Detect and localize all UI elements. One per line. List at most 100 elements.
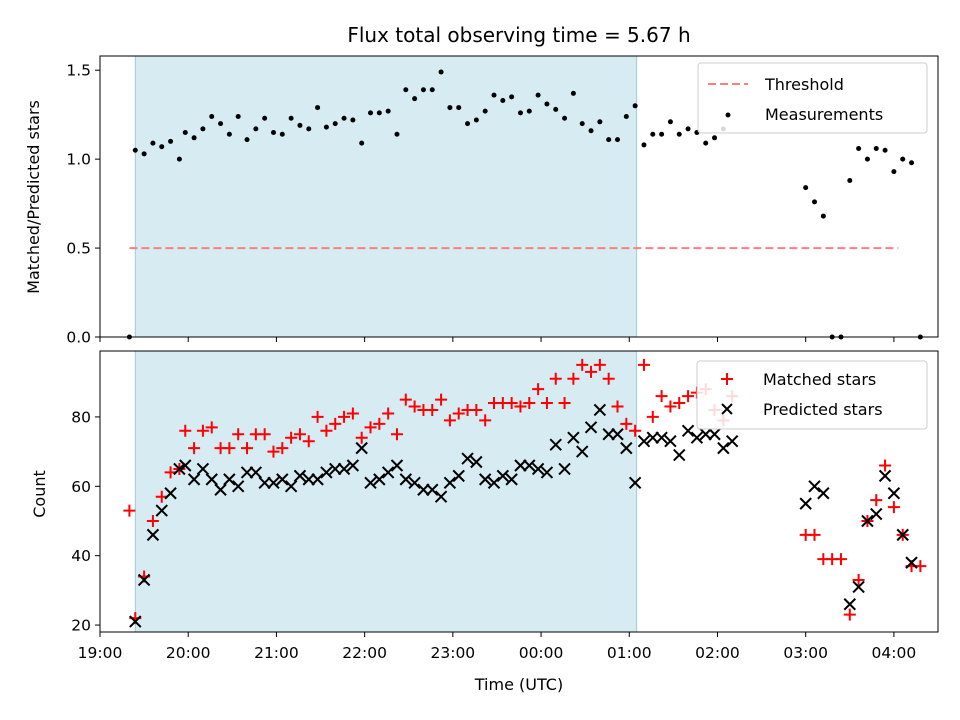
measurement-point	[676, 131, 682, 137]
matched-star-point	[655, 390, 668, 403]
predicted-star-point	[329, 462, 342, 476]
measurement-point	[712, 135, 718, 141]
predicted-star-point	[434, 490, 448, 503]
predicted-star-point	[905, 556, 918, 569]
predicted-star-point	[137, 573, 151, 587]
x-tick-label: 04:00	[872, 644, 917, 662]
predicted-star-point	[478, 473, 492, 486]
predicted-star-point	[664, 434, 677, 448]
bottom-legend: Matched stars Predicted stars	[696, 360, 928, 430]
predicted-star-point	[173, 462, 186, 476]
top-y-tick-label: 1.5	[66, 62, 91, 80]
predicted-star-point	[602, 428, 615, 441]
predicted-star-point	[311, 473, 324, 486]
predicted-star-point	[611, 428, 624, 441]
top-legend-box	[697, 62, 928, 134]
measurement-point	[218, 121, 224, 127]
matched-star-point	[123, 504, 136, 517]
measurement-point	[447, 105, 453, 111]
top-legend: Threshold Measurements	[697, 62, 928, 134]
measurement-point	[517, 110, 523, 116]
matched-star-point	[879, 459, 892, 472]
predicted-star-point	[808, 480, 821, 493]
measurement-point	[191, 135, 197, 141]
measurement-point	[465, 121, 471, 127]
measurement-point	[491, 92, 497, 98]
matched-star-point	[205, 421, 218, 434]
matched-star-point	[364, 421, 377, 434]
predicted-star-point	[690, 431, 704, 444]
matched-star-point	[567, 372, 580, 385]
matched-star-point	[258, 428, 271, 441]
matched-star-point	[223, 442, 236, 455]
measurement-point	[623, 113, 629, 119]
predicted-star-point	[129, 615, 142, 628]
measurement-point	[882, 147, 888, 153]
bottom-shaded-interval	[134, 350, 638, 633]
predicted-star-point	[628, 476, 642, 490]
matched-star-point	[523, 397, 536, 410]
matched-star-point	[267, 445, 280, 458]
predicted-star-point	[470, 455, 483, 469]
predicted-star-point	[205, 473, 218, 486]
matched-star-point	[276, 442, 289, 455]
measurement-point	[209, 113, 215, 119]
measurement-point	[659, 131, 665, 137]
matched-star-point	[532, 383, 545, 396]
measurement-point	[900, 156, 906, 162]
predicted-star-point	[179, 459, 192, 472]
measurement-point	[332, 121, 338, 127]
predicted-star-point	[896, 528, 909, 542]
measurement-point	[168, 138, 174, 144]
matched-star-point	[852, 573, 865, 586]
predicted-star-point	[487, 476, 501, 490]
predicted-star-point	[861, 514, 874, 528]
measurement-point	[438, 69, 444, 75]
measurement-point	[394, 131, 400, 137]
bottom-panel-frame	[99, 350, 939, 633]
predicted-star-point	[276, 473, 289, 486]
matched-star-point	[549, 372, 562, 385]
measurement-point	[429, 87, 435, 93]
matched-legend-label: Matched stars	[763, 370, 876, 389]
predicted-star-point	[399, 473, 413, 486]
measurement-point	[141, 151, 147, 157]
matched-star-point	[637, 358, 650, 371]
matched-star-point	[470, 403, 483, 416]
predicted-star-point	[681, 424, 695, 437]
matched-star-point	[373, 417, 386, 430]
predicted-star-point	[355, 441, 368, 455]
matched-star-point	[646, 410, 659, 423]
measurement-point	[376, 110, 382, 116]
measurement-point	[632, 103, 638, 109]
matched-star-point	[887, 501, 900, 514]
predicted-star-point	[558, 462, 571, 476]
matched-star-point	[146, 514, 159, 527]
top-panel-frame	[99, 55, 939, 338]
matched-star-point	[673, 397, 686, 410]
predicted-star-point	[390, 459, 404, 472]
measurement-point	[909, 160, 915, 166]
measurement-point	[482, 108, 488, 114]
measurement-point	[597, 119, 603, 125]
matched-star-point	[285, 431, 298, 444]
measurement-point	[473, 117, 479, 123]
predicted-star-point	[870, 507, 883, 521]
matched-star-point	[593, 358, 606, 371]
predicted-star-point	[417, 483, 430, 496]
bottom-y-axis-label: Count	[30, 470, 49, 518]
matched-star-point	[585, 365, 598, 378]
bottom-x-ticks: 19:00 20:00 21:00 22:00 23:00 00:00 01:00 02:00…	[78, 632, 917, 662]
matched-star-point	[382, 407, 395, 420]
measurement-point	[562, 115, 568, 121]
predicted-legend-label: Predicted stars	[763, 400, 883, 419]
measurement-point	[226, 131, 232, 137]
matched-star-point	[241, 442, 254, 455]
bottom-y-tick-label: 20	[71, 617, 91, 635]
matched-star-point	[338, 410, 351, 423]
measurement-point	[526, 108, 532, 114]
predicted-star-point	[364, 476, 377, 490]
predicted-star-point	[284, 480, 298, 493]
measurement-point	[820, 213, 826, 219]
